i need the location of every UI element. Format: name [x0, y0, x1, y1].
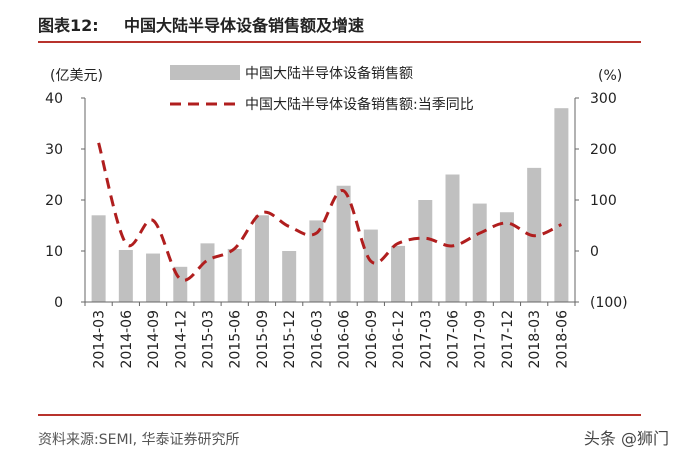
- title-divider: [38, 41, 641, 43]
- bar-2015-06: [227, 248, 242, 302]
- yoy-growth-line: [97, 142, 563, 282]
- right-tick-label: 0: [590, 244, 599, 260]
- line-series: [97, 142, 563, 282]
- bar-2015-09: [254, 215, 269, 302]
- x-tick-label: 2016-09: [364, 310, 380, 369]
- figure-title: 图表12: 中国大陆半导体设备销售额及增速: [38, 12, 364, 36]
- axis-labels: 0 10 20 30 40 (100) 0 100 200 300 (亿美元) (%) 2014-03 2…: [45, 68, 627, 369]
- x-tick-label: 2016-03: [309, 310, 325, 369]
- bar-2014-06: [118, 249, 133, 302]
- footer-divider: [38, 414, 641, 416]
- bar-2017-06: [445, 174, 460, 302]
- x-tick-label: 2018-06: [554, 310, 570, 369]
- left-tick-label: 40: [45, 91, 63, 107]
- right-axis-title: (%): [598, 68, 622, 84]
- right-tick-label: 200: [590, 142, 617, 158]
- axes: [81, 97, 579, 306]
- x-tick-label: 2015-03: [201, 310, 217, 369]
- bar-2015-03: [200, 243, 215, 302]
- x-tick-label: 2017-03: [418, 310, 434, 369]
- watermark: 头条 @狮门: [583, 429, 669, 448]
- bar-2014-09: [146, 253, 161, 302]
- bar-2015-12: [282, 251, 297, 302]
- left-tick-label: 20: [45, 193, 63, 209]
- figure-label: 图表12:: [38, 16, 99, 35]
- bar-2016-09: [363, 229, 378, 302]
- bar-2016-12: [391, 245, 406, 302]
- left-axis-title: (亿美元): [50, 68, 103, 84]
- bar-series: [91, 108, 569, 302]
- x-tick-label: 2016-12: [391, 310, 407, 369]
- bar-2017-03: [418, 200, 433, 302]
- x-tick-label: 2014-12: [173, 310, 189, 369]
- x-tick-label: 2014-06: [119, 310, 135, 369]
- x-tick-label: 2015-12: [282, 310, 298, 369]
- left-tick-label: 30: [45, 142, 63, 158]
- right-tick-label: 100: [590, 193, 617, 209]
- legend-bar-swatch: [170, 65, 240, 80]
- x-tick-label: 2017-06: [446, 310, 462, 369]
- legend-bar-label: 中国大陆半导体设备销售额: [245, 65, 413, 82]
- bar-2014-03: [91, 215, 106, 302]
- figure-title-text: 中国大陆半导体设备销售额及增速: [124, 16, 365, 35]
- x-tick-label: 2016-06: [337, 310, 353, 369]
- bar-2016-03: [309, 220, 324, 302]
- x-tick-label: 2017-12: [500, 310, 516, 369]
- right-tick-label: 300: [590, 91, 617, 107]
- x-tick-label: 2014-09: [146, 310, 162, 369]
- bar-2016-06: [336, 185, 351, 302]
- x-tick-label: 2018-03: [527, 310, 543, 369]
- bar-2018-06: [554, 108, 569, 302]
- x-tick-label: 2015-06: [228, 310, 244, 369]
- legend-line-label: 中国大陆半导体设备销售额:当季同比: [245, 96, 474, 113]
- x-tick-label: 2014-03: [92, 310, 108, 369]
- left-tick-label: 10: [45, 244, 63, 260]
- bar-2017-12: [499, 212, 514, 302]
- x-tick-label: 2017-09: [473, 310, 489, 369]
- x-tick-label: 2015-09: [255, 310, 271, 369]
- bar-2017-09: [472, 203, 487, 302]
- source-note: 资料来源:SEMI, 华泰证券研究所: [38, 432, 240, 448]
- left-tick-label: 0: [54, 295, 63, 311]
- right-tick-label: (100): [590, 295, 628, 311]
